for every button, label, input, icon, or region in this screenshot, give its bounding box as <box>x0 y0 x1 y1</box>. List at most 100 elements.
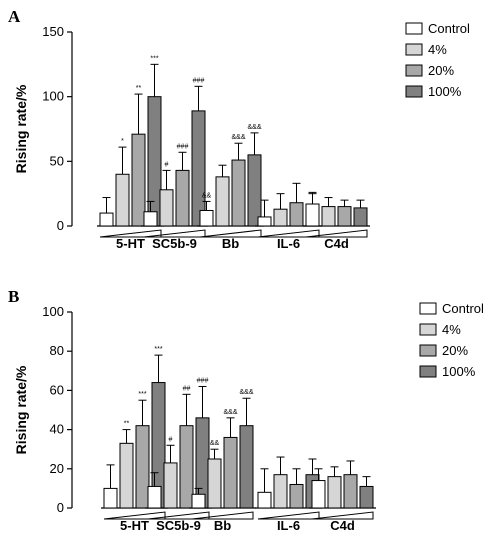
bar <box>215 176 230 227</box>
bar <box>343 474 358 509</box>
legend-swatch <box>405 85 423 98</box>
bar <box>191 110 206 227</box>
bar <box>257 216 272 227</box>
significance-mark: &&& <box>239 389 253 396</box>
y-tick-label: 60 <box>50 382 64 397</box>
x-category-label: 5-HT <box>116 236 145 251</box>
bar <box>305 203 320 227</box>
legend-label: 20% <box>442 343 468 358</box>
significance-mark: &&& <box>231 134 245 141</box>
panel-label: B <box>8 287 19 306</box>
bar <box>115 173 130 227</box>
significance-mark: &&& <box>247 124 261 131</box>
y-tick-label: 0 <box>57 218 64 233</box>
bar <box>311 480 326 509</box>
bar <box>135 425 150 509</box>
legend: Control 4% 20% 100% <box>419 301 484 379</box>
y-tick-label: 50 <box>50 153 64 168</box>
x-category-label: IL-6 <box>277 236 300 251</box>
significance-mark: *** <box>150 55 158 62</box>
concentration-wedge <box>199 229 262 238</box>
concentration-wedge <box>191 511 254 520</box>
legend-label: 20% <box>428 63 454 78</box>
bar <box>337 206 352 227</box>
bar <box>273 474 288 509</box>
panel-B: B 0 20 40 60 80 100 Rising rate/% 5-HT SC5b-9 Bb IL… <box>8 287 484 533</box>
x-category-label: C4d <box>324 236 349 251</box>
y-axis-label: Rising rate/% <box>13 365 29 454</box>
y-tick-label: 20 <box>50 461 64 476</box>
significance-mark: && <box>202 192 212 199</box>
bar <box>99 212 114 227</box>
bar <box>103 487 118 509</box>
x-category-label: 5-HT <box>120 518 149 533</box>
bar <box>143 211 158 227</box>
bar <box>175 169 190 227</box>
x-category-label: SC5b-9 <box>156 518 201 533</box>
concentration-wedge <box>257 229 320 238</box>
panel-A: A 0 50 100 150 Rising rate/% 5-HT SC5b-9 Bb IL-6 C… <box>8 7 470 251</box>
bar <box>353 207 368 227</box>
significance-mark: ### <box>177 143 189 150</box>
significance-mark: ### <box>197 377 209 384</box>
legend-swatch <box>405 64 423 77</box>
concentration-wedge <box>311 511 374 520</box>
bar <box>119 442 134 509</box>
legend-swatch <box>419 344 437 357</box>
bar <box>247 154 262 227</box>
legend-swatch <box>419 323 437 336</box>
significance-mark: *** <box>154 346 162 353</box>
significance-mark: * <box>121 138 124 145</box>
bar <box>231 159 246 227</box>
legend-label: 4% <box>442 322 461 337</box>
bar <box>273 208 288 227</box>
legend-label: 100% <box>428 84 462 99</box>
legend-label: Control <box>428 21 470 36</box>
bar <box>207 458 222 509</box>
bar <box>289 483 304 509</box>
bar <box>131 133 146 227</box>
significance-mark: ### <box>193 77 205 84</box>
x-category-label: IL-6 <box>277 518 300 533</box>
legend-swatch <box>405 43 423 56</box>
legend-label: 4% <box>428 42 447 57</box>
x-category-label: Bb <box>222 236 239 251</box>
concentration-wedge <box>103 511 166 520</box>
bar <box>321 206 336 227</box>
significance-mark: ## <box>183 385 191 392</box>
y-tick-label: 150 <box>42 24 64 39</box>
y-tick-label: 80 <box>50 343 64 358</box>
bar <box>327 476 342 509</box>
bar <box>147 96 162 227</box>
y-tick-label: 100 <box>42 304 64 319</box>
bar <box>223 436 238 509</box>
y-axis-label: Rising rate/% <box>13 84 29 173</box>
legend: Control 4% 20% 100% <box>405 21 470 99</box>
bar <box>359 485 374 509</box>
legend-swatch <box>419 302 437 315</box>
y-tick-label: 40 <box>50 422 64 437</box>
panel-label: A <box>8 7 21 26</box>
concentration-wedge <box>143 229 206 238</box>
significance-mark: ** <box>136 85 142 92</box>
y-tick-label: 0 <box>57 500 64 515</box>
bar <box>289 202 304 227</box>
bar <box>179 425 194 509</box>
significance-mark: ** <box>124 421 130 428</box>
significance-mark: &&& <box>223 409 237 416</box>
bar <box>159 189 174 227</box>
bar <box>191 493 206 509</box>
bar <box>163 462 178 509</box>
x-category-label: Bb <box>214 518 231 533</box>
concentration-wedge <box>257 511 320 520</box>
concentration-wedge <box>99 229 162 238</box>
legend-label: 100% <box>442 364 476 379</box>
significance-mark: && <box>210 440 220 447</box>
legend-swatch <box>419 365 437 378</box>
concentration-wedge <box>305 229 368 238</box>
concentration-wedge <box>147 511 210 520</box>
significance-mark: # <box>165 161 169 168</box>
x-category-label: SC5b-9 <box>152 236 197 251</box>
x-category-label: C4d <box>330 518 355 533</box>
